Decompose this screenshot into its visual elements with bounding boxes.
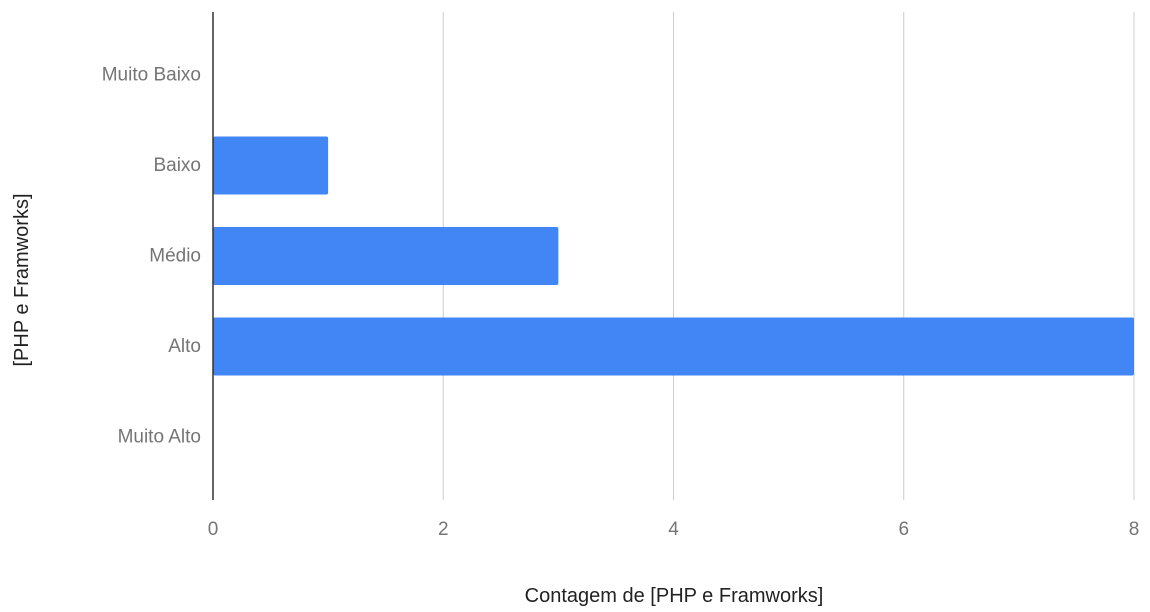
category-labels: Muito Baixo Baixo Médio Alto Muito Alto — [102, 65, 201, 448]
x-tick-labels: 0 2 4 6 8 — [208, 519, 1140, 540]
x-tick-label: 6 — [898, 519, 909, 540]
category-label: Muito Baixo — [102, 65, 201, 86]
category-label: Médio — [149, 246, 201, 267]
y-axis-title: [PHP e Framworks] — [11, 194, 33, 367]
category-label: Muito Alto — [118, 427, 201, 448]
x-tick-label: 2 — [438, 519, 449, 540]
category-label: Baixo — [153, 155, 201, 176]
bar — [213, 317, 1134, 376]
bar — [213, 136, 329, 195]
x-tick-label: 8 — [1129, 519, 1140, 540]
x-tick-label: 4 — [668, 519, 679, 540]
x-tick-label: 0 — [208, 519, 219, 540]
category-label: Alto — [168, 336, 201, 357]
bars — [213, 136, 1134, 376]
x-axis-title: Contagem de [PHP e Framworks] — [525, 585, 824, 607]
bar — [213, 227, 559, 285]
